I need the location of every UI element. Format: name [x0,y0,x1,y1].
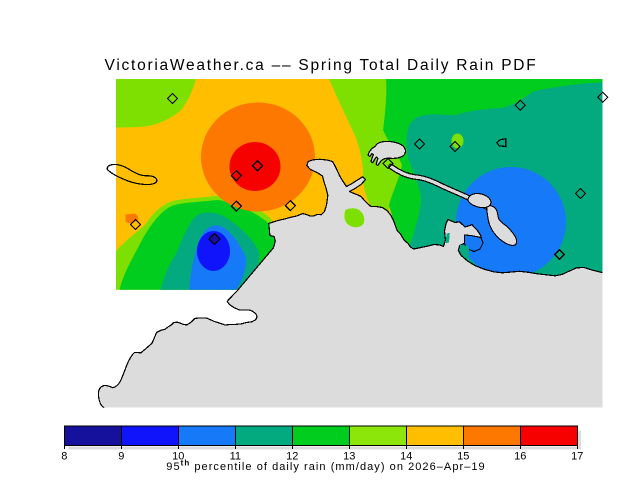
svg-text:12: 12 [286,451,298,463]
svg-text:14: 14 [400,451,412,463]
svg-text:13: 13 [343,451,355,463]
svg-text:8: 8 [61,451,67,463]
svg-text:9: 9 [118,451,124,463]
svg-text:VictoriaWeather.ca –– Spring T: VictoriaWeather.ca –– Spring Total Daily… [105,57,538,74]
svg-text:10: 10 [172,451,184,463]
svg-text:17: 17 [571,451,583,463]
svg-text:95th percentile of daily rain: 95th percentile of daily rain (mm/day) o… [166,459,485,474]
svg-text:11: 11 [230,451,241,463]
svg-text:15: 15 [457,451,469,463]
svg-text:16: 16 [514,451,526,463]
